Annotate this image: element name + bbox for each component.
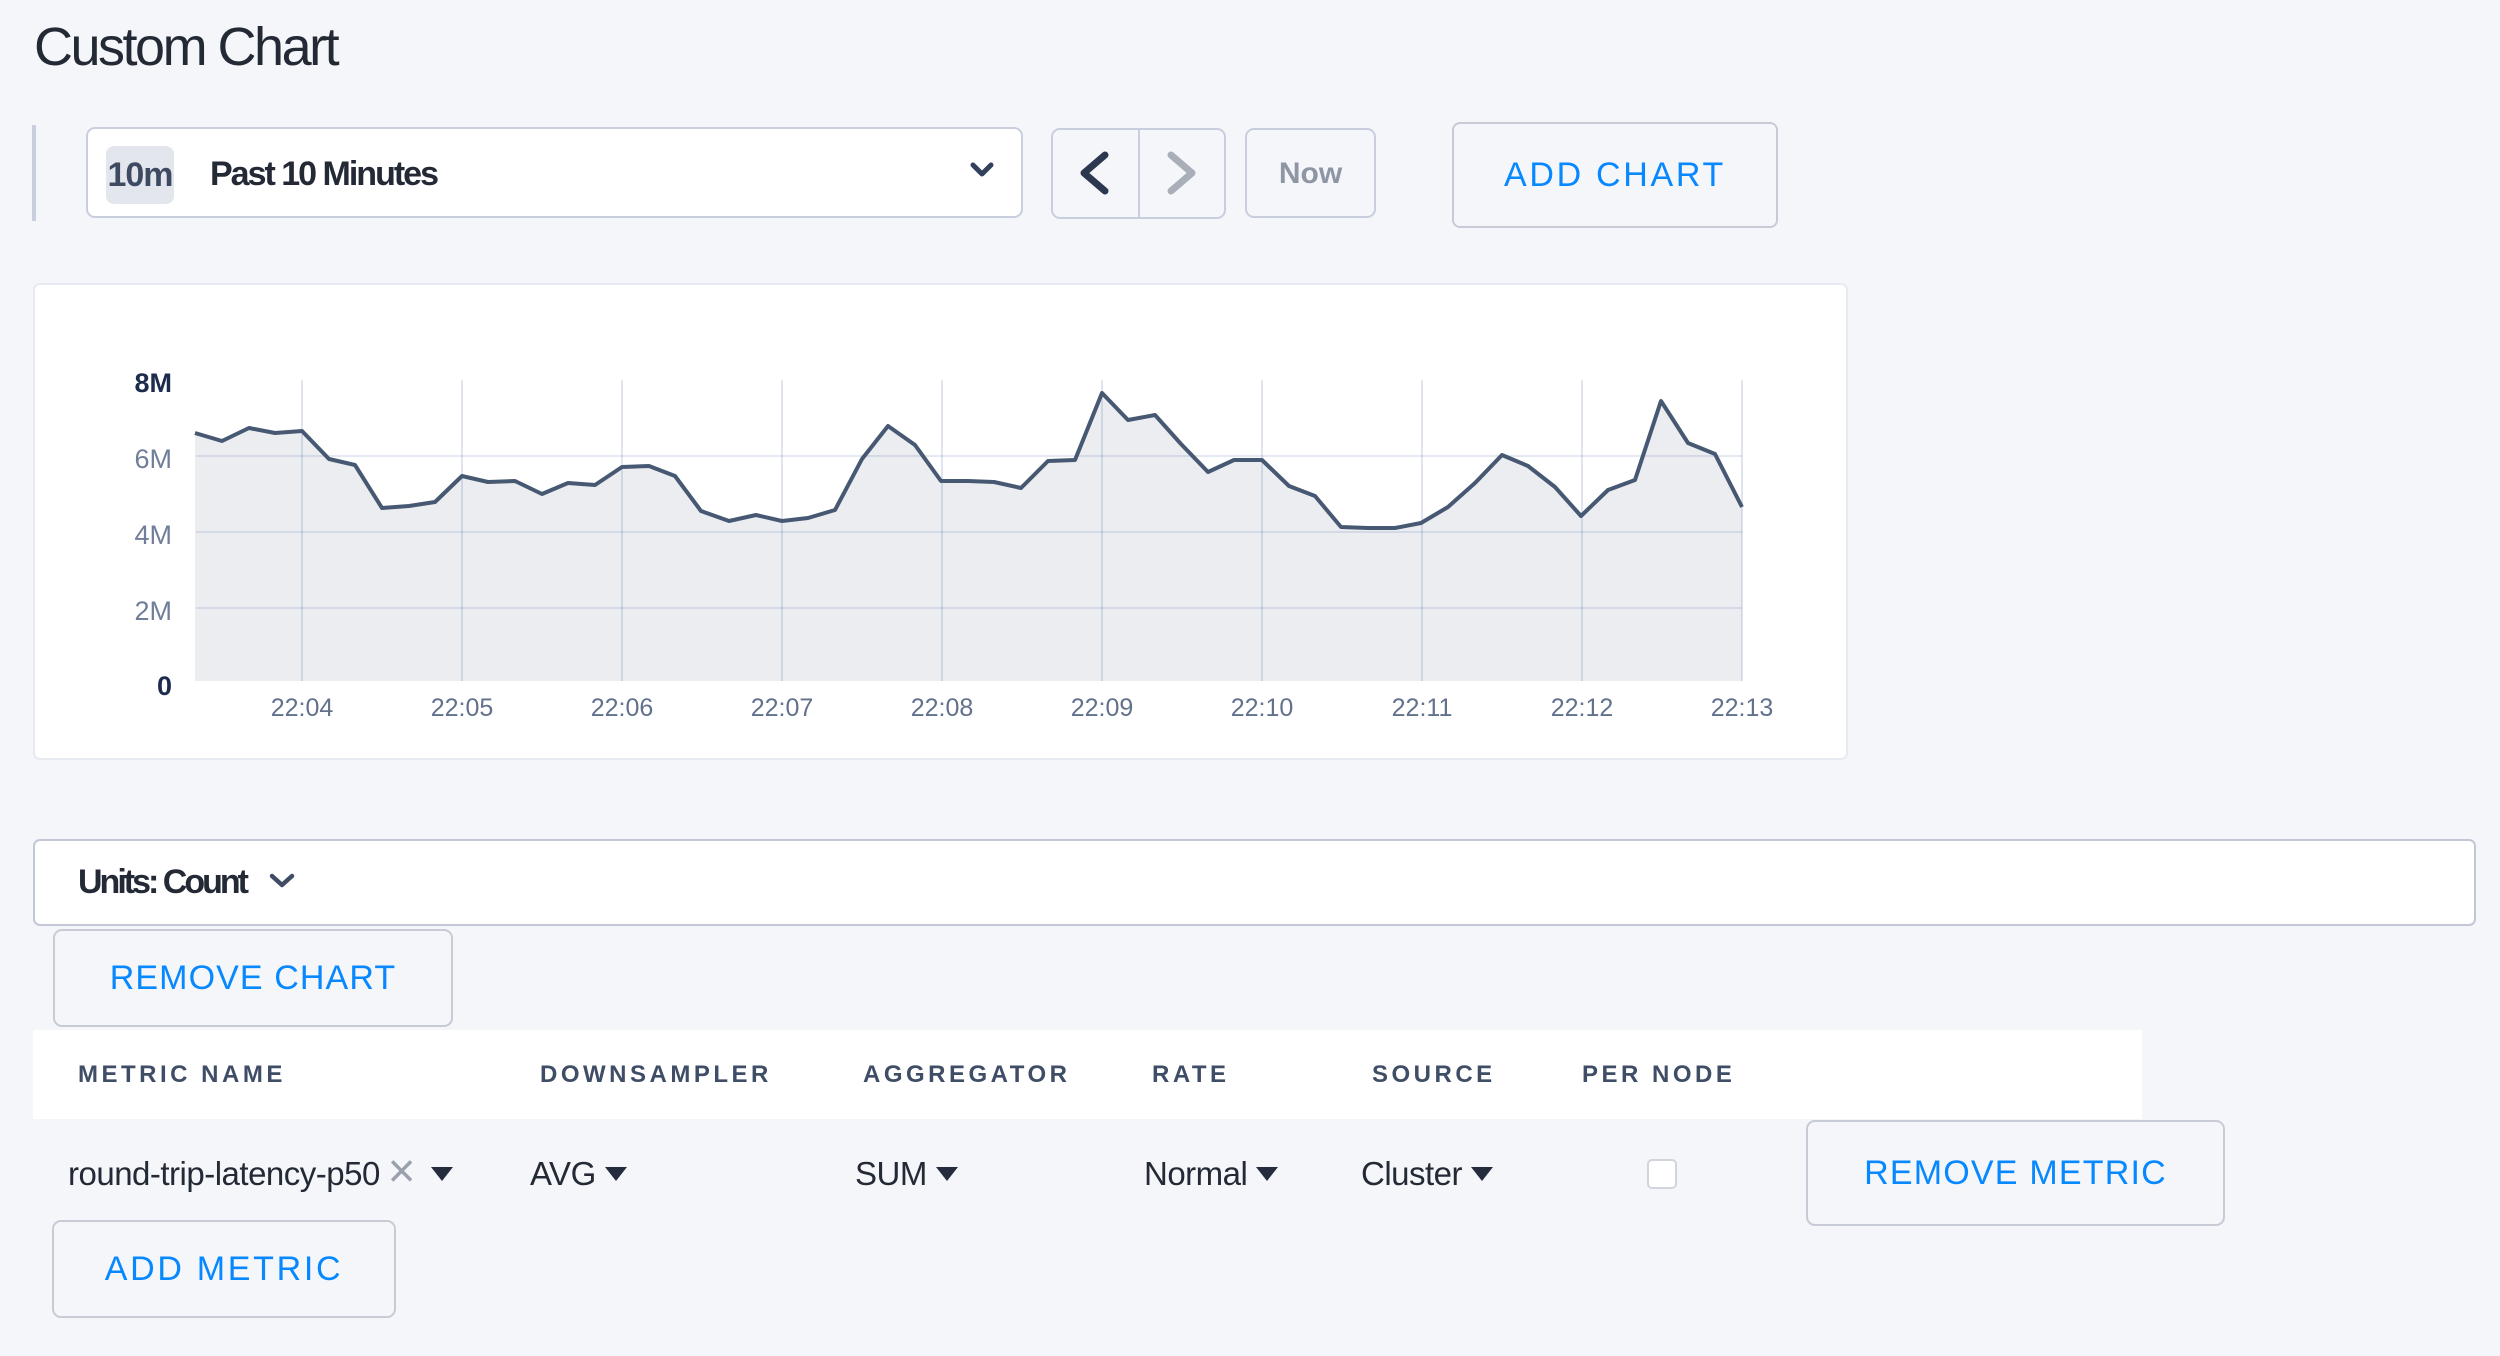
svg-text:22:07: 22:07 (751, 694, 814, 722)
svg-text:22:11: 22:11 (1392, 694, 1453, 722)
svg-text:22:13: 22:13 (1711, 694, 1774, 722)
svg-text:22:05: 22:05 (431, 694, 494, 722)
svg-text:22:06: 22:06 (591, 694, 654, 722)
svg-text:4M: 4M (134, 520, 172, 550)
svg-text:22:12: 22:12 (1551, 694, 1614, 722)
svg-text:22:08: 22:08 (911, 694, 974, 722)
svg-text:8M: 8M (134, 368, 172, 398)
svg-text:22:04: 22:04 (271, 694, 334, 722)
svg-text:0: 0 (157, 671, 172, 701)
svg-text:6M: 6M (134, 444, 172, 474)
svg-text:2M: 2M (134, 596, 172, 626)
svg-text:22:10: 22:10 (1231, 694, 1294, 722)
svg-text:22:09: 22:09 (1071, 694, 1134, 722)
